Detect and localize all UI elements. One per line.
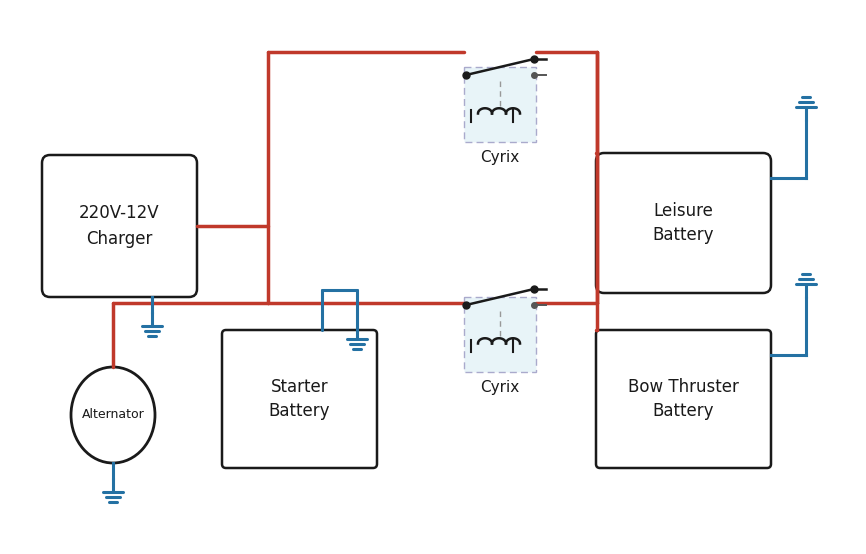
Text: Alternator: Alternator [81, 408, 145, 422]
FancyBboxPatch shape [464, 67, 536, 142]
Text: Bow Thruster
Battery: Bow Thruster Battery [628, 377, 739, 420]
FancyBboxPatch shape [596, 330, 771, 468]
Ellipse shape [71, 367, 155, 463]
Text: Cyrix: Cyrix [481, 380, 520, 395]
Text: Cyrix: Cyrix [481, 150, 520, 165]
FancyBboxPatch shape [596, 153, 771, 293]
FancyBboxPatch shape [222, 330, 377, 468]
FancyBboxPatch shape [42, 155, 197, 297]
Text: Starter
Battery: Starter Battery [268, 377, 330, 420]
Text: Leisure
Battery: Leisure Battery [653, 202, 714, 244]
Text: 220V-12V
Charger: 220V-12V Charger [79, 204, 160, 248]
FancyBboxPatch shape [464, 297, 536, 372]
